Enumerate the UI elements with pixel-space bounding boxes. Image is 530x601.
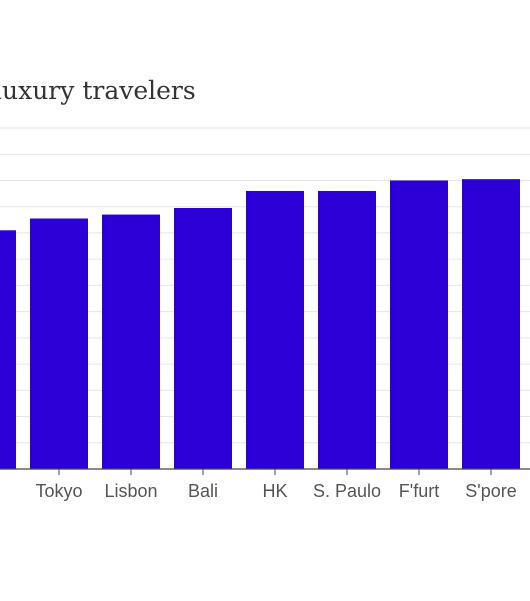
x-tick-label: S. Paulo [313, 481, 381, 501]
bar [174, 208, 232, 469]
bars [0, 179, 520, 469]
x-tick-label: Bali [188, 481, 218, 501]
bar [30, 218, 88, 469]
bar [0, 230, 16, 469]
x-tick-label: HK [262, 481, 287, 501]
bar [462, 179, 520, 469]
bar [102, 214, 160, 469]
chart-title: luxury travelers [0, 76, 196, 105]
bar [390, 180, 448, 469]
bar [318, 190, 376, 469]
bar [246, 190, 304, 469]
x-tick-label: F'furt [399, 481, 439, 501]
x-tick-label: Tokyo [35, 481, 82, 501]
x-tick-label: S'pore [465, 481, 516, 501]
x-tick-label: Lisbon [104, 481, 157, 501]
